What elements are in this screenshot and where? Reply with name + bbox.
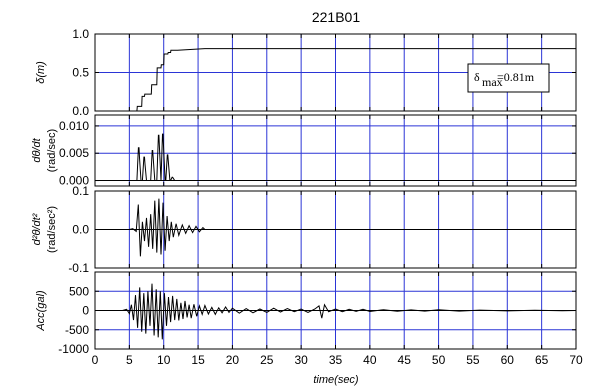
y-tick-label: 500 — [69, 284, 89, 298]
y-tick-label: -0.1 — [68, 261, 89, 275]
x-tick-label: 35 — [329, 353, 343, 367]
annotation-symbol: δ — [474, 70, 480, 84]
y-axis-label-line1: d²θ/dt² — [31, 213, 43, 245]
y-tick-label: 0.000 — [59, 174, 89, 188]
y-tick-label: 0.1 — [72, 184, 89, 198]
y-tick-label: 0 — [82, 304, 89, 318]
x-tick-label: 60 — [501, 353, 515, 367]
panel-acc: -1000 -500 0 500 Acc(gal) 0 5 10 15 20 25 30 35 40 45 5… — [35, 271, 583, 367]
panel-disp: 0.0 0.5 1.0 δ(m) δ max=0.81m — [35, 27, 577, 118]
series-line-accang — [95, 198, 206, 257]
y-axis-label-line2: (rad/sec²) — [46, 206, 58, 253]
y-tick-label: -1000 — [58, 342, 89, 356]
annotation-subscript: max — [482, 75, 503, 89]
y-tick-label: 0.0 — [72, 223, 89, 237]
x-tick-label: 25 — [260, 353, 274, 367]
x-axis-label: time(sec) — [313, 374, 359, 386]
chart-title: 221B01 — [312, 9, 360, 25]
y-axis-label-line2: (rad/sec) — [46, 129, 58, 172]
panel-vel: 0.000 0.005 0.010 dθ/dt (rad/sec) — [31, 114, 577, 188]
x-tick-label: 0 — [92, 353, 99, 367]
y-tick-label: -500 — [65, 323, 89, 337]
y-axis-label: δ(m) — [35, 61, 47, 84]
y-tick-label: 0.0 — [72, 104, 89, 118]
y-axis-label-line1: dθ/dt — [31, 137, 43, 162]
x-tick-label: 55 — [466, 353, 480, 367]
x-tick-label: 10 — [157, 353, 171, 367]
x-tick-label: 30 — [294, 353, 308, 367]
x-tick-label: 15 — [191, 353, 205, 367]
x-tick-label: 45 — [398, 353, 412, 367]
series-line-disp — [95, 48, 576, 112]
x-tick-label: 20 — [226, 353, 240, 367]
y-tick-label: 1.0 — [72, 27, 89, 41]
y-tick-label: 0.005 — [59, 146, 89, 160]
series-line-vel — [95, 133, 576, 181]
x-tick-label: 5 — [126, 353, 133, 367]
x-tick-label: 65 — [535, 353, 549, 367]
x-tick-label: 40 — [363, 353, 377, 367]
y-axis-label: Acc(gal) — [35, 290, 47, 332]
y-tick-label: 0.5 — [72, 66, 89, 80]
annotation-value: =0.81m — [497, 70, 535, 84]
annotation-box — [467, 63, 550, 93]
y-tick-label: 0.010 — [59, 119, 89, 133]
x-tick-label: 70 — [569, 353, 583, 367]
series-line-acc — [95, 283, 577, 340]
panels: 0.00.51.0δ(m) δ max=0.81m0.0000.0050.010dθ… — [31, 27, 583, 367]
panel-accang: -0.1 0.0 0.1 d²θ/dt² (rad/sec²) — [31, 184, 577, 275]
x-tick-label: 50 — [432, 353, 446, 367]
